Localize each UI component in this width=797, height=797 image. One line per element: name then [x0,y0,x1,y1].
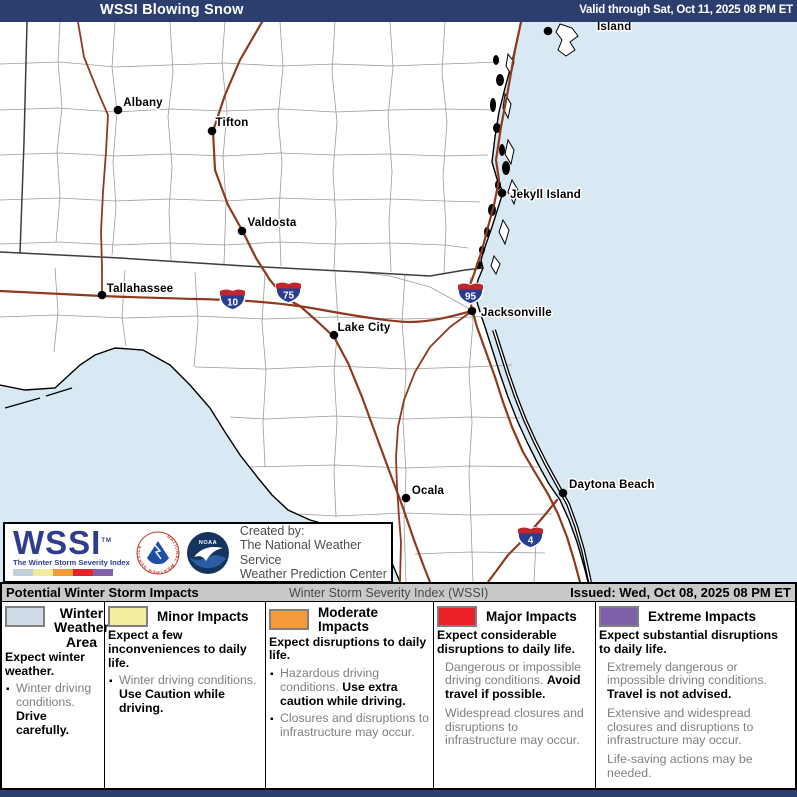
bullet-icon: ▪ [6,684,10,696]
legend-title: Major Impacts [486,608,577,624]
legend-intro: Expect disruptions to daily life. [269,634,427,663]
city-dot-daytona-beach [558,488,568,498]
legend-title: Winter Weather Area [54,605,109,650]
interstate-4-shield: 4 [517,526,544,549]
legend-title: Minor Impacts [157,608,249,624]
shield-number: 95 [465,292,477,303]
wssi-tagline: The Winter Storm Severity Index [13,558,130,568]
city-label-ocala: Ocala [412,485,445,497]
legend-item: ▪ Winter driving conditions. Drive caref… [6,681,92,737]
city-label-daytona-beach: Daytona Beach [569,479,655,491]
city-dot-ocala [401,493,411,503]
city-label-tifton: Tifton [216,117,249,129]
city-label-tallahassee: Tallahassee [107,283,174,295]
status-center-subtitle: Winter Storm Severity Index (WSSI) [289,585,489,600]
legend-intro: Expect a few inconveniences to daily lif… [108,628,247,670]
city-dot-partial-island [543,26,553,36]
status-bar: Potential Winter Storm Impacts Winter St… [2,584,795,602]
legend-item: ▪ Winter driving conditions. Use Caution… [109,673,257,715]
city-dot-valdosta [237,226,247,236]
city-dot-jekyll-island [497,188,507,198]
bullet-icon: ▪ [270,714,274,726]
city-label-jacksonville: Jacksonville [481,307,552,319]
legend-item: Extremely dangerous or impossible drivin… [607,659,767,702]
legend-column-extreme: Extreme Impacts Expect substantial disru… [596,602,795,788]
status-issued-text: Issued: Wed, Oct 08, 2025 08 PM ET [570,585,791,600]
city-dots [97,26,568,503]
state-borders [0,22,484,277]
legend-column-winter-weather: Winter Weather Area Expect winter weathe… [2,602,109,788]
shield-number: 10 [227,298,239,309]
org-line-1: The National Weather Service [239,538,362,567]
legend-intro: Expect considerable disruptions to daily… [437,628,576,656]
city-label-albany: Albany [123,97,163,109]
legend-item: Extensive and widespread closures and di… [607,705,754,748]
gulf-barrier-spits [4,387,73,409]
major-swatch [437,606,477,627]
trademark: TM [101,537,113,544]
moderate-swatch [269,609,309,631]
legend-item: Dangerous or impossible driving conditio… [445,659,582,702]
page-title: WSSI Blowing Snow [100,2,244,18]
city-dot-tallahassee [97,290,107,300]
created-by-label: Created by: [239,523,305,538]
interstate-95-shield: 95 [457,282,484,305]
interstate-10-line [0,289,474,324]
credit-text: Created by: The National Weather Service… [240,524,391,582]
org-line-2: Weather Prediction Center [239,566,387,581]
noaa-logo-icon: NOAA [186,531,229,574]
highway-lines [0,22,582,582]
title-bar: WSSI Blowing Snow Valid through Sat, Oct… [0,0,797,22]
us-19-line [77,22,109,296]
legend-title: Moderate Impacts [318,605,379,634]
logo-box: WSSITM The Winter Storm Severity Index N… [3,522,393,583]
winter-weather-swatch [5,606,45,627]
legend-item: Life-saving actions may be needed. [607,752,753,780]
interstate-75-shield: 75 [275,281,302,304]
extreme-swatch [599,606,639,627]
city-dot-lake-city [329,330,339,340]
us-301-line [395,310,473,582]
barrier-islands [490,23,592,582]
status-left-title: Potential Winter Storm Impacts [6,585,199,600]
shield-number: 4 [528,536,534,547]
city-labels: Albany Tifton Valdosta Tallahassee Lake … [105,22,656,499]
legend-column-major: Major Impacts Expect considerable disrup… [434,602,596,788]
city-dot-jacksonville [467,306,477,316]
bullet-icon: ▪ [109,676,113,688]
bullet-icon: ▪ [270,669,274,681]
county-boundaries [0,22,553,582]
legend-intro: Expect substantial disruptions to daily … [599,628,779,656]
city-label-valdosta: Valdosta [248,217,297,229]
valid-through-text: Valid through Sat, Oct 11, 2025 08 PM ET [579,4,793,16]
bottom-navy-strip [0,790,797,797]
interstate-75-line [211,22,432,582]
svg-text:NOAA: NOAA [199,540,217,546]
legend-intro: Expect winter weather. [5,649,85,678]
wssi-logo-text: WSSI [13,523,102,561]
legend-item: ▪ Hazardous driving conditions. Use extr… [270,666,406,708]
legend-item: Widespread closures and disruptions to i… [445,705,584,748]
city-label-partial-island: Island [597,22,631,33]
interstate-4-line [486,498,559,582]
atlantic-ocean [475,22,797,582]
shield-number: 75 [283,291,295,302]
weather-map: 10 75 95 4 [0,22,797,582]
city-label-lake-city: Lake City [338,322,391,334]
interstate-10-shield: 10 [219,288,246,311]
legend-title: Extreme Impacts [648,608,757,624]
impact-legend: Winter Weather Area Expect winter weathe… [2,602,795,788]
minor-swatch [108,606,148,627]
city-dot-albany [113,105,123,115]
city-dot-tifton [207,126,217,136]
wssi-severity-colorbar [13,569,130,577]
legend-column-minor: Minor Impacts Expect a few inconvenience… [105,602,266,788]
legend-column-moderate: Moderate Impacts Expect disruptions to d… [266,602,434,788]
city-label-jekyll-island: Jekyll Island [510,189,581,201]
legend-panel: Potential Winter Storm Impacts Winter St… [0,582,797,790]
wssi-logo: WSSITM The Winter Storm Severity Index [5,526,130,577]
nws-logo-icon: NATIONAL WEATHER SERVICE [136,531,180,575]
legend-item: ▪ Closures and disruptions to infrastruc… [270,711,430,740]
